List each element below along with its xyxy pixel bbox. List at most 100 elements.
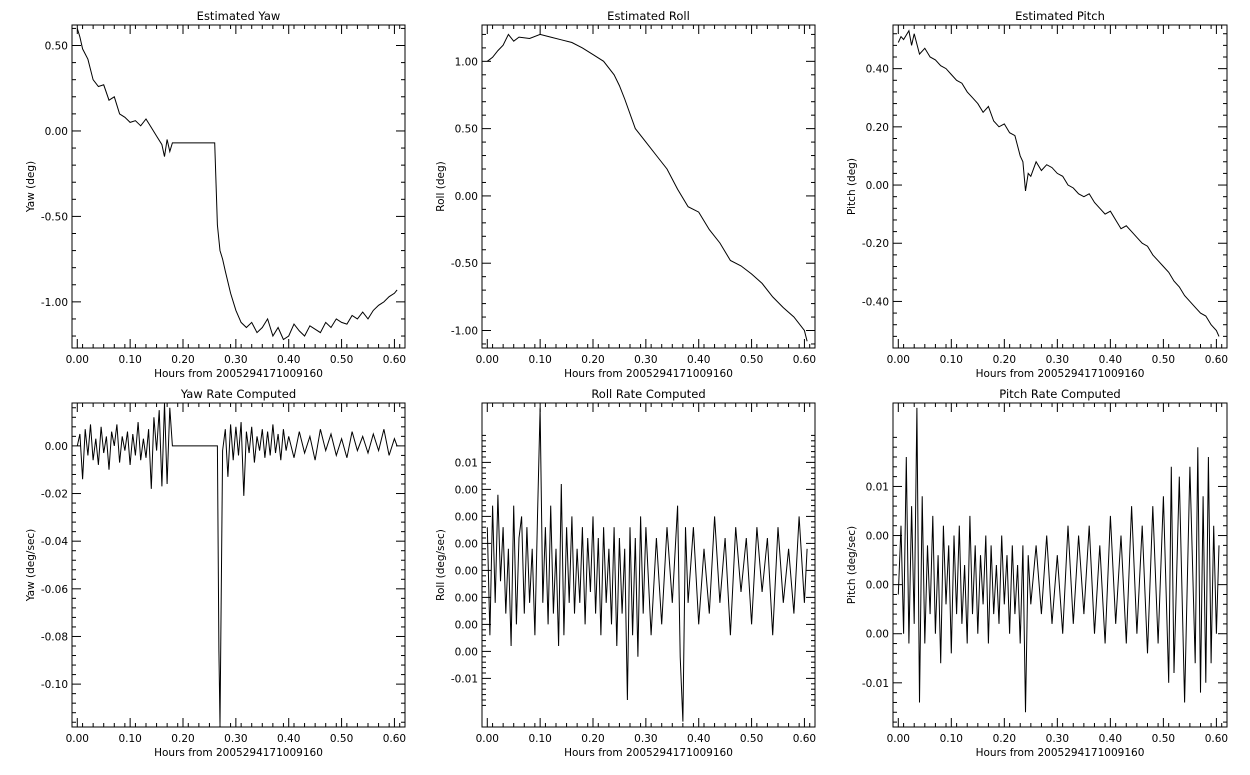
- roll-rate-computed-x-tick-label: 0.40: [687, 733, 710, 745]
- yaw-rate-computed-y-axis-label: Yaw (deg/sec): [25, 529, 37, 603]
- pitch-rate-computed-y-tick-label: 0.00: [866, 580, 889, 592]
- estimated-pitch-panel: Estimated Pitch Hours from 20052941710091…: [846, 9, 1228, 380]
- roll-rate-computed-x-tick-label: 0.20: [581, 733, 604, 745]
- estimated-roll-x-tick-label: 0.20: [581, 354, 604, 366]
- yaw-rate-computed-x-axis-label: Hours from 2005294171009160: [154, 747, 323, 759]
- estimated-pitch-y-tick-label: 0.40: [866, 64, 889, 76]
- estimated-pitch-y-tick-label: 0.00: [866, 180, 889, 192]
- roll-rate-computed-y-tick-label: -0.01: [451, 673, 478, 685]
- yaw-rate-computed-x-tick-label: 0.50: [330, 733, 353, 745]
- pitch-rate-computed-y-tick-label: 0.01: [866, 481, 889, 493]
- estimated-roll-plot-frame: [481, 24, 816, 349]
- estimated-roll-x-tick-label: 0.00: [476, 354, 499, 366]
- pitch-rate-computed-x-tick-label: 0.20: [993, 733, 1016, 745]
- yaw-rate-computed-x-tick-label: 0.30: [224, 733, 247, 745]
- estimated-pitch-y-tick-label: -0.20: [862, 238, 889, 250]
- estimated-yaw-y-tick-label: 0.00: [45, 126, 68, 138]
- yaw-rate-computed-y-tick-label: -0.08: [41, 631, 68, 643]
- estimated-pitch-y-axis-label: Pitch (deg): [846, 158, 858, 215]
- roll-rate-computed-y-tick-label: 0.00: [455, 538, 478, 550]
- roll-rate-computed-y-tick-label: 0.00: [455, 484, 478, 496]
- estimated-roll-x-tick-label: 0.50: [740, 354, 763, 366]
- pitch-rate-computed-data-line: [897, 407, 1220, 713]
- estimated-yaw-data-line: [76, 28, 398, 341]
- yaw-rate-computed-y-tick-label: -0.02: [41, 489, 68, 501]
- roll-rate-computed-y-tick-label: 0.00: [455, 592, 478, 604]
- yaw-rate-computed-y-tick-label: -0.06: [41, 584, 68, 596]
- estimated-yaw-x-tick-label: 0.50: [330, 354, 353, 366]
- yaw-rate-computed-panel: Yaw Rate Computed Hours from 200529417100…: [25, 387, 406, 759]
- yaw-rate-computed-x-tick-label: 0.10: [118, 733, 141, 745]
- yaw-rate-computed-y-tick-label: 0.00: [45, 441, 68, 453]
- pitch-rate-computed-x-tick-label: 0.50: [1152, 733, 1175, 745]
- estimated-pitch-x-axis-label: Hours from 2005294171009160: [976, 368, 1145, 380]
- estimated-roll-data-line: [486, 33, 808, 342]
- yaw-rate-computed-y-tick-label: -0.10: [41, 679, 68, 691]
- pitch-rate-computed-title: Pitch Rate Computed: [999, 387, 1120, 401]
- estimated-roll-y-tick-label: -1.00: [451, 326, 478, 338]
- pitch-rate-computed-y-tick-label: -0.01: [862, 678, 889, 690]
- roll-rate-computed-x-tick-label: 0.00: [476, 733, 499, 745]
- estimated-yaw-x-tick-label: 0.00: [66, 354, 89, 366]
- pitch-rate-computed-x-tick-label: 0.00: [887, 733, 910, 745]
- yaw-rate-computed-y-tick-label: -0.04: [41, 536, 68, 548]
- estimated-pitch-x-tick-label: 0.40: [1099, 354, 1122, 366]
- estimated-roll-x-tick-label: 0.40: [687, 354, 710, 366]
- estimated-pitch-y-tick-label: 0.20: [866, 122, 889, 134]
- estimated-yaw-panel: Estimated Yaw Hours from 2005294171009160…: [25, 9, 406, 380]
- estimated-pitch-data-line: [897, 29, 1220, 337]
- estimated-yaw-y-tick-label: 0.50: [45, 41, 68, 53]
- yaw-rate-computed-data-line: [76, 402, 398, 725]
- pitch-rate-computed-x-tick-label: 0.40: [1099, 733, 1122, 745]
- pitch-rate-computed-x-tick-label: 0.10: [940, 733, 963, 745]
- estimated-roll-y-tick-label: -0.50: [451, 258, 478, 270]
- estimated-yaw-x-tick-label: 0.40: [277, 354, 300, 366]
- estimated-yaw-x-tick-label: 0.10: [118, 354, 141, 366]
- yaw-rate-computed-x-tick-label: 0.40: [277, 733, 300, 745]
- estimated-roll-y-axis-label: Roll (deg): [435, 161, 447, 211]
- estimated-pitch-title: Estimated Pitch: [1015, 9, 1105, 23]
- estimated-yaw-y-tick-label: -0.50: [41, 211, 68, 223]
- estimated-yaw-y-tick-label: -1.00: [41, 297, 68, 309]
- roll-rate-computed-x-tick-label: 0.60: [793, 733, 816, 745]
- roll-rate-computed-y-tick-label: 0.00: [455, 646, 478, 658]
- pitch-rate-computed-y-tick-label: 0.00: [866, 531, 889, 543]
- estimated-pitch-y-tick-label: -0.40: [862, 296, 889, 308]
- estimated-roll-panel: Estimated Roll Hours from 200529417100916…: [435, 9, 816, 380]
- estimated-roll-y-tick-label: 1.00: [455, 56, 478, 68]
- estimated-pitch-x-tick-label: 0.10: [940, 354, 963, 366]
- roll-rate-computed-x-axis-label: Hours from 2005294171009160: [564, 747, 733, 759]
- yaw-rate-computed-plot-frame: [71, 402, 406, 728]
- estimated-pitch-x-tick-label: 0.00: [887, 354, 910, 366]
- roll-rate-computed-x-tick-label: 0.50: [740, 733, 763, 745]
- pitch-rate-computed-x-tick-label: 0.60: [1205, 733, 1228, 745]
- yaw-rate-computed-title: Yaw Rate Computed: [180, 387, 296, 401]
- roll-rate-computed-y-tick-label: 0.00: [455, 565, 478, 577]
- roll-rate-computed-y-axis-label: Roll (deg/sec): [435, 529, 447, 601]
- yaw-rate-computed-x-tick-label: 0.00: [66, 733, 89, 745]
- estimated-roll-x-axis-label: Hours from 2005294171009160: [564, 368, 733, 380]
- pitch-rate-computed-panel: Pitch Rate Computed Hours from 2005294171…: [846, 387, 1228, 759]
- roll-rate-computed-x-tick-label: 0.10: [528, 733, 551, 745]
- estimated-yaw-y-axis-label: Yaw (deg): [25, 161, 37, 213]
- pitch-rate-computed-x-axis-label: Hours from 2005294171009160: [976, 747, 1145, 759]
- roll-rate-computed-y-tick-label: 0.00: [455, 619, 478, 631]
- estimated-pitch-x-tick-label: 0.20: [993, 354, 1016, 366]
- estimated-roll-title: Estimated Roll: [607, 9, 690, 23]
- roll-rate-computed-data-line: [486, 408, 808, 722]
- pitch-rate-computed-x-tick-label: 0.30: [1046, 733, 1069, 745]
- estimated-roll-x-tick-label: 0.30: [634, 354, 657, 366]
- roll-rate-computed-y-tick-label: 0.00: [455, 511, 478, 523]
- pitch-rate-computed-y-axis-label: Pitch (deg/sec): [846, 526, 858, 604]
- yaw-rate-computed-x-tick-label: 0.60: [383, 733, 406, 745]
- roll-rate-computed-y-tick-label: 0.01: [455, 457, 478, 469]
- estimated-yaw-x-axis-label: Hours from 2005294171009160: [154, 368, 323, 380]
- estimated-roll-y-tick-label: 0.00: [455, 191, 478, 203]
- estimated-yaw-plot-frame: [71, 24, 406, 349]
- estimated-yaw-x-tick-label: 0.30: [224, 354, 247, 366]
- estimated-pitch-x-tick-label: 0.60: [1205, 354, 1228, 366]
- pitch-rate-computed-y-tick-label: 0.00: [866, 629, 889, 641]
- estimated-yaw-x-tick-label: 0.60: [383, 354, 406, 366]
- estimated-pitch-plot-frame: [892, 24, 1228, 349]
